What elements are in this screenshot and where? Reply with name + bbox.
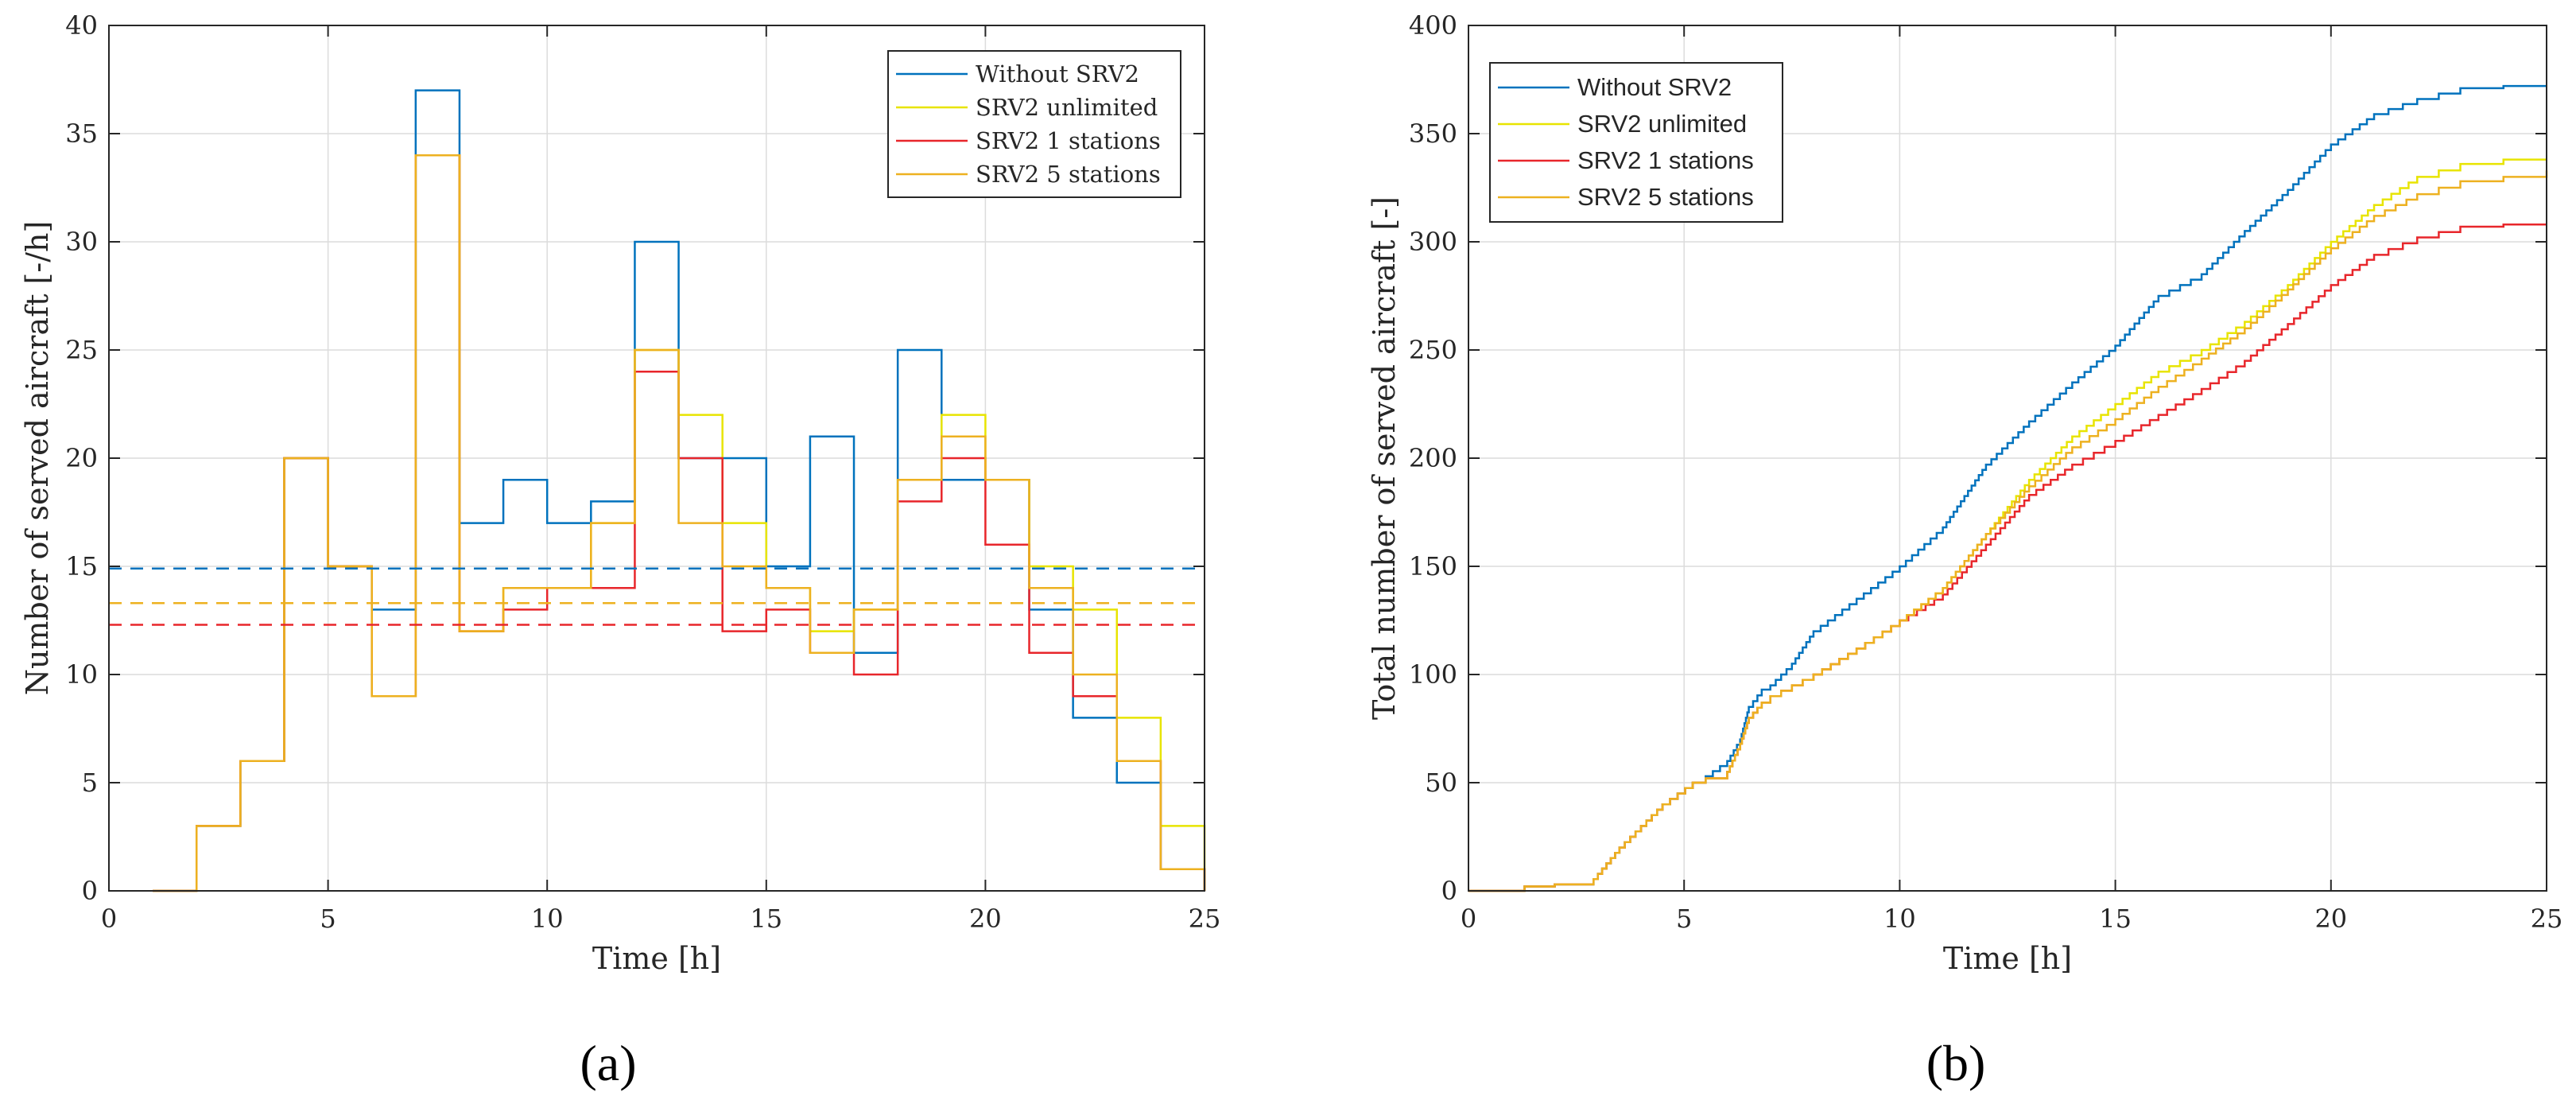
panel-a-series xyxy=(153,89,1206,892)
panel-a-y-tick-label: 25 xyxy=(65,335,98,365)
panel-b-x-tick-label: 10 xyxy=(1884,904,1916,934)
panel-b-caption: (b) xyxy=(1926,1035,1986,1091)
panel-b-y-tick-label: 150 xyxy=(1409,551,1457,581)
panel-b-y-tick-label: 250 xyxy=(1409,335,1457,365)
panel-a-y-tick-label: 10 xyxy=(65,659,98,690)
panel-a-legend-label-without-srv2: Without SRV2 xyxy=(976,60,1139,87)
panel-a-y-tick-label: 40 xyxy=(65,10,98,41)
panel-a-legend-label-srv2-1-stations: SRV2 1 stations xyxy=(976,127,1161,154)
panel-a-chart: 0 5 10 15 20 25 0 5 10 15 20 25 30 35 40 Time [h] Numb… xyxy=(20,10,1220,1091)
panel-a-ylabel: Number of served aircraft [-/h] xyxy=(20,221,55,696)
panel-a-legend: Without SRV2 SRV2 unlimited SRV2 1 station… xyxy=(887,50,1181,198)
panel-a-y-tick-label: 20 xyxy=(65,443,98,473)
panel-b-series xyxy=(1468,84,2548,892)
panel-a-x-tick-label: 5 xyxy=(320,904,336,934)
panel-b-series-without-srv2 xyxy=(1468,84,2547,892)
panel-b-legend-label-srv2-5-stations: SRV2 5 stations xyxy=(1577,183,1754,211)
panel-a-series-srv2-5-stations xyxy=(153,154,1206,892)
panel-b-x-tick-label: 5 xyxy=(1676,904,1692,934)
panel-a-y-tick-label: 15 xyxy=(65,551,98,581)
panel-b-y-tick-label: 100 xyxy=(1409,659,1457,690)
panel-a-y-tick-label: 35 xyxy=(65,119,98,149)
panel-a-x-tick-label: 0 xyxy=(101,904,117,934)
panel-b-y-tick-label: 50 xyxy=(1425,768,1457,798)
panel-a-y-tick-label: 30 xyxy=(65,227,98,257)
panel-a-xlabel: Time [h] xyxy=(592,941,721,976)
panel-a-x-tick-label: 25 xyxy=(1189,904,1221,934)
panel-b-legend-label-without-srv2: Without SRV2 xyxy=(1577,73,1732,101)
panel-b-x-tick-label: 25 xyxy=(2531,904,2563,934)
panel-a-x-tick-label: 15 xyxy=(750,904,782,934)
panel-b-x-tick-label: 0 xyxy=(1461,904,1476,934)
panel-b-x-tick-label: 15 xyxy=(2099,904,2132,934)
panel-a-caption: (a) xyxy=(580,1035,636,1091)
panel-a-x-tick-label: 10 xyxy=(531,904,564,934)
panel-b-legend-label-srv2-1-stations: SRV2 1 stations xyxy=(1577,146,1754,174)
panel-a-x-tick-label: 20 xyxy=(969,904,1002,934)
panel-b-y-tick-label: 0 xyxy=(1441,876,1457,906)
panel-b-legend-box xyxy=(1489,62,1783,223)
panel-b-y-tick-label: 200 xyxy=(1409,443,1457,473)
panel-b-y-tick-label: 400 xyxy=(1409,10,1457,41)
panel-b-series-srv2-5-stations xyxy=(1468,170,2548,892)
panel-b-x-tick-label: 20 xyxy=(2314,904,2347,934)
panel-b-legend-label-srv2-unlimited: SRV2 unlimited xyxy=(1577,110,1747,138)
panel-b-y-tick-label: 300 xyxy=(1409,227,1457,257)
panel-a-legend-label-srv2-unlimited: SRV2 unlimited xyxy=(976,94,1158,121)
panel-b-legend: Without SRV2 SRV2 unlimited SRV2 1 station… xyxy=(1489,62,1783,223)
panel-a-legend-label-srv2-5-stations: SRV2 5 stations xyxy=(976,161,1161,188)
panel-a-y-tick-label: 0 xyxy=(82,876,98,906)
panel-b-ylabel: Total number of served aircraft [-] xyxy=(1367,196,1402,720)
panel-a-ticks: 0 5 10 15 20 25 0 5 10 15 20 25 30 35 40 xyxy=(65,10,1220,934)
panel-b-y-tick-label: 350 xyxy=(1409,119,1457,149)
panel-a-mean-lines xyxy=(109,567,1205,626)
panel-a-legend-box xyxy=(887,50,1181,198)
panel-a-y-tick-label: 5 xyxy=(82,768,98,798)
panel-b-xlabel: Time [h] xyxy=(1943,941,2072,976)
